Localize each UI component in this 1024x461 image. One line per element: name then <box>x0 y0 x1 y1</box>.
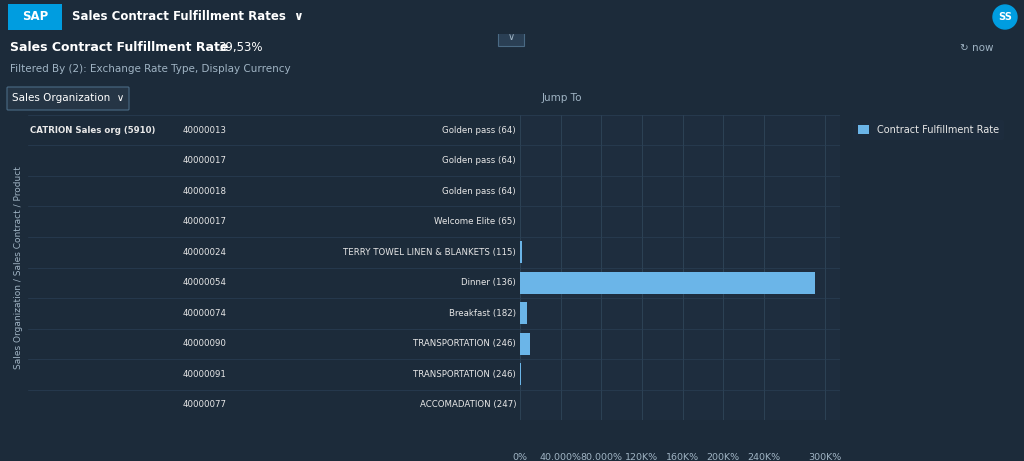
Text: ACCOMADATION (247): ACCOMADATION (247) <box>420 400 516 409</box>
Text: 40000074: 40000074 <box>183 309 227 318</box>
Text: TERRY TOWEL LINEN & BLANKETS (115): TERRY TOWEL LINEN & BLANKETS (115) <box>343 248 516 257</box>
Text: 39,53%: 39,53% <box>218 41 262 54</box>
Text: 40000017: 40000017 <box>183 156 227 165</box>
Text: Welcome Elite (65): Welcome Elite (65) <box>434 217 516 226</box>
Text: SAP: SAP <box>22 11 48 24</box>
Legend: Contract Fulfillment Rate: Contract Fulfillment Rate <box>853 120 1005 140</box>
Text: Filtered By (2): Exchange Rate Type, Display Currency: Filtered By (2): Exchange Rate Type, Dis… <box>10 64 291 74</box>
Text: 40000090: 40000090 <box>183 339 227 348</box>
Text: Breakfast (182): Breakfast (182) <box>449 309 516 318</box>
Text: 40000024: 40000024 <box>183 248 227 257</box>
Bar <box>520 272 815 294</box>
Text: TRANSPORTATION (246): TRANSPORTATION (246) <box>414 370 516 379</box>
Text: Golden pass (64): Golden pass (64) <box>442 156 516 165</box>
Text: Golden pass (64): Golden pass (64) <box>442 126 516 135</box>
Text: 40000013: 40000013 <box>183 126 227 135</box>
Text: Sales Contract Fulfillment Rates  ∨: Sales Contract Fulfillment Rates ∨ <box>72 11 304 24</box>
Bar <box>498 28 524 46</box>
Text: Golden pass (64): Golden pass (64) <box>442 187 516 196</box>
Text: ∨: ∨ <box>508 32 515 42</box>
Circle shape <box>993 5 1017 29</box>
FancyBboxPatch shape <box>7 87 129 110</box>
Text: 40000017: 40000017 <box>183 217 227 226</box>
Text: SS: SS <box>998 12 1012 22</box>
Text: Jump To: Jump To <box>542 93 583 103</box>
Text: Sales Organization / Sales Contract / Product: Sales Organization / Sales Contract / Pr… <box>14 166 23 369</box>
Text: ↻ now: ↻ now <box>961 43 993 53</box>
Text: Sales Contract Fulfillment Rate: Sales Contract Fulfillment Rate <box>10 41 228 54</box>
Bar <box>520 363 521 385</box>
Text: 40000054: 40000054 <box>183 278 227 287</box>
Bar <box>520 241 522 263</box>
Bar <box>520 333 530 355</box>
Text: Sales Organization  ∨: Sales Organization ∨ <box>12 93 124 103</box>
Text: TRANSPORTATION (246): TRANSPORTATION (246) <box>414 339 516 348</box>
Text: Dinner (136): Dinner (136) <box>461 278 516 287</box>
Text: 40000091: 40000091 <box>183 370 227 379</box>
Text: CATRION Sales org (5910): CATRION Sales org (5910) <box>30 126 156 135</box>
Text: 40000077: 40000077 <box>183 400 227 409</box>
Bar <box>520 302 527 324</box>
Bar <box>8 4 62 30</box>
Text: 40000018: 40000018 <box>183 187 227 196</box>
